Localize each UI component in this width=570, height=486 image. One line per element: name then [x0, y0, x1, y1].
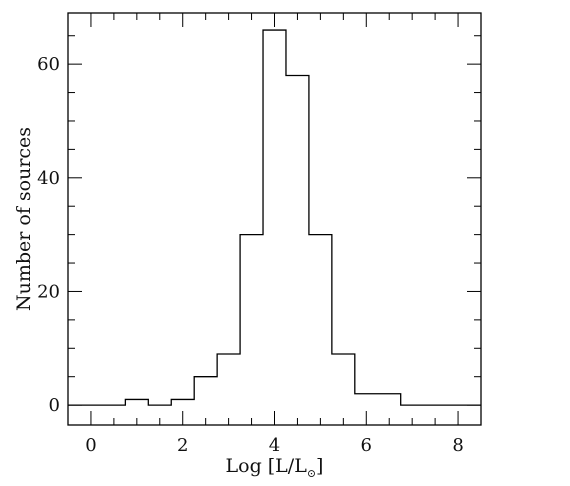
y-axis-label: Number of sources — [13, 127, 35, 311]
x-tick-label: 6 — [361, 435, 372, 456]
axis-ticks — [68, 13, 481, 425]
x-tick-label: 4 — [269, 435, 280, 456]
y-tick-label: 60 — [37, 54, 60, 75]
y-tick-label: 40 — [37, 168, 60, 189]
x-tick-label: 8 — [452, 435, 463, 456]
y-tick-label: 20 — [37, 281, 60, 302]
tick-labels: 0 2 4 6 8 0 20 40 60 — [37, 54, 464, 456]
x-axis-label-sun-symbol: ⊙ — [307, 467, 316, 480]
plot-frame — [67, 12, 482, 426]
x-axis-label: Log [L/L⊙] — [226, 455, 324, 480]
x-axis-label-close: ] — [316, 455, 323, 477]
histogram-step-line — [68, 29, 481, 406]
y-tick-label: 0 — [49, 395, 60, 416]
x-tick-label: 2 — [177, 435, 188, 456]
x-tick-label: 0 — [85, 435, 96, 456]
x-axis-label-main: Log [L/L — [226, 455, 308, 477]
